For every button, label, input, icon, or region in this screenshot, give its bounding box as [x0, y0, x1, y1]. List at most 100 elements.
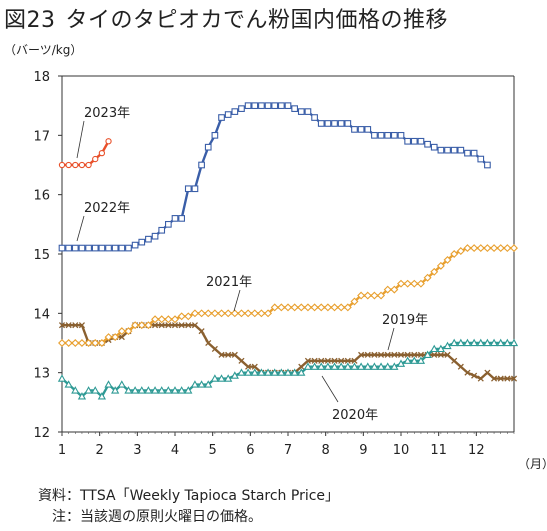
x-tick-label: 1 — [58, 443, 66, 458]
data-point — [125, 244, 132, 252]
data-point — [118, 334, 125, 341]
data-point — [137, 321, 146, 330]
data-point — [85, 161, 92, 169]
series-2022 — [58, 102, 491, 252]
data-point — [457, 146, 465, 154]
data-point — [476, 338, 485, 347]
data-point — [204, 380, 213, 388]
data-point — [444, 146, 451, 154]
data-point — [224, 374, 233, 382]
data-point — [117, 327, 126, 336]
data-point — [184, 185, 192, 193]
x-tick-label: 9 — [359, 443, 367, 458]
data-point — [84, 339, 93, 347]
data-point — [257, 368, 266, 376]
data-point — [431, 351, 438, 358]
data-point — [397, 351, 405, 358]
data-point — [170, 386, 180, 394]
data-point — [224, 111, 232, 118]
data-point — [443, 341, 452, 350]
data-point — [278, 102, 285, 110]
y-tick-label: 17 — [33, 129, 50, 144]
data-point — [497, 375, 504, 382]
data-point — [337, 303, 346, 312]
data-point — [410, 137, 418, 145]
data-point — [237, 309, 246, 318]
data-point — [464, 149, 471, 157]
data-point — [124, 327, 133, 336]
data-point — [350, 297, 359, 306]
data-point — [271, 102, 279, 110]
data-point — [158, 226, 166, 234]
series-2021 — [58, 244, 518, 347]
chart-annotations: 2023年 2022年 2021年 2019年 2020年 — [76, 106, 428, 423]
data-point — [78, 322, 86, 329]
y-tick-label: 18 — [33, 70, 50, 85]
data-point — [211, 345, 218, 352]
data-point — [384, 351, 391, 358]
data-point — [376, 362, 386, 370]
data-point — [303, 303, 312, 312]
data-point — [410, 279, 419, 288]
data-point — [85, 244, 92, 252]
chart-notes: 資料：TTSA「Weekly Tapioca Starch Price」 注：当… — [38, 486, 339, 528]
data-point — [464, 369, 471, 376]
annotation-leader — [76, 215, 85, 242]
data-point — [71, 339, 80, 347]
data-point — [324, 120, 332, 127]
data-point — [370, 362, 379, 370]
data-point — [105, 138, 112, 145]
data-point — [297, 303, 306, 312]
data-point — [356, 362, 366, 370]
data-point — [264, 102, 272, 110]
data-point — [224, 309, 233, 318]
data-point — [118, 244, 126, 252]
data-point — [469, 338, 479, 347]
data-point — [270, 303, 279, 312]
chart-series-layer — [57, 102, 519, 400]
data-point — [450, 146, 458, 154]
data-point — [471, 372, 478, 379]
data-point — [450, 338, 459, 347]
annotation-label: 2020年 — [332, 408, 378, 423]
data-point — [476, 244, 485, 253]
data-point — [97, 339, 106, 347]
annotation-label: 2021年 — [206, 275, 252, 290]
data-point — [470, 149, 478, 157]
data-point — [443, 255, 452, 264]
data-point — [290, 303, 299, 312]
data-point — [190, 380, 200, 388]
data-point — [483, 244, 492, 253]
data-point — [350, 362, 359, 370]
data-point — [338, 357, 345, 364]
data-point — [484, 369, 491, 376]
data-point — [430, 344, 439, 353]
data-point — [303, 362, 313, 370]
data-point — [218, 351, 225, 358]
data-point — [98, 149, 106, 157]
data-point — [290, 368, 299, 376]
data-point — [257, 309, 266, 318]
figure-title-text: タイのタピオカでん粉国内価格の推移 — [65, 8, 449, 33]
annotation-label: 2019年 — [382, 313, 428, 328]
data-point — [277, 303, 286, 312]
data-point — [457, 363, 464, 370]
data-point — [210, 309, 219, 318]
y-tick-label: 15 — [33, 248, 50, 263]
data-point — [377, 131, 385, 139]
data-point — [384, 131, 392, 139]
data-point — [270, 368, 279, 376]
data-point — [263, 368, 273, 376]
data-point — [496, 244, 505, 253]
data-point — [104, 333, 113, 342]
data-point — [351, 126, 358, 133]
data-point — [383, 362, 392, 370]
data-point — [437, 146, 445, 154]
data-point — [264, 309, 273, 318]
x-tick-label: 12 — [468, 443, 485, 458]
data-point — [98, 244, 106, 252]
footnote: 注：当該週の原則火曜日の価格。 — [38, 509, 262, 525]
data-point — [417, 137, 425, 145]
data-point — [243, 368, 253, 376]
data-point — [284, 303, 292, 312]
